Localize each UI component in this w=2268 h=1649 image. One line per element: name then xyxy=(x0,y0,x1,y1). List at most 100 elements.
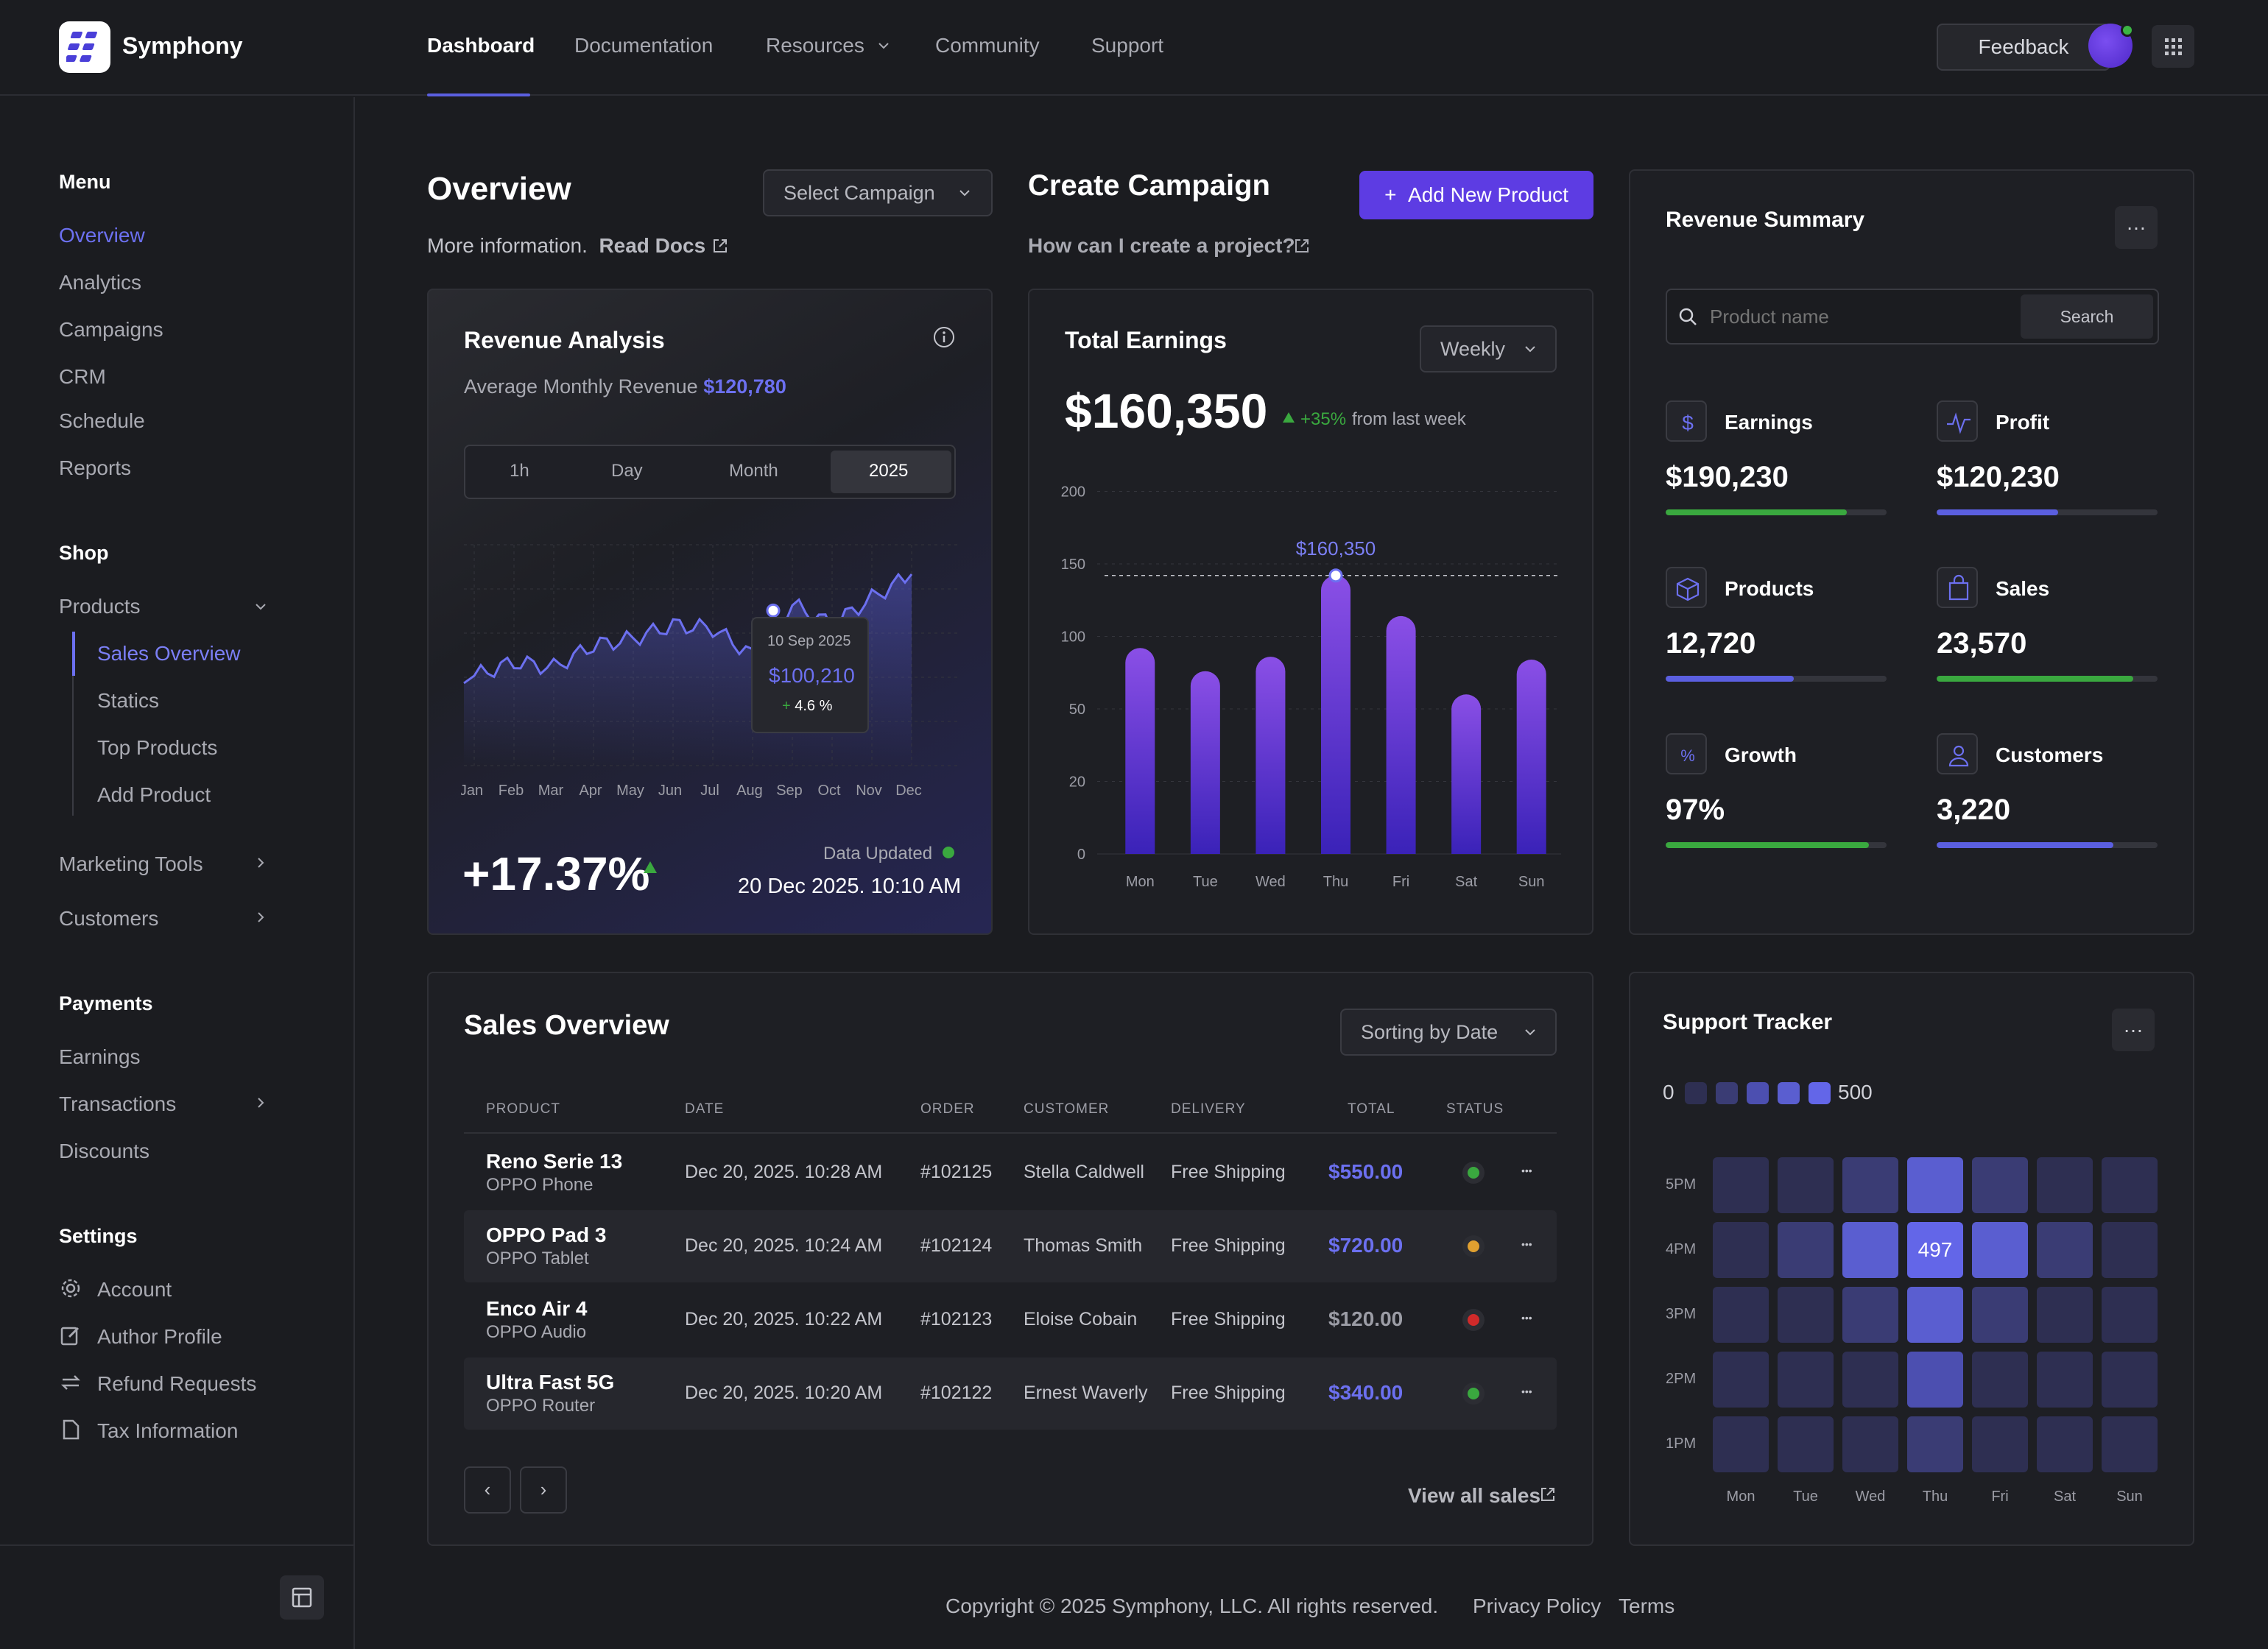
product-search-input[interactable] xyxy=(1710,302,2004,331)
heatmap-cell[interactable] xyxy=(2037,1287,2093,1343)
sidebar-item-refund-requests[interactable]: Refund Requests xyxy=(97,1372,257,1395)
order-id[interactable]: #102122 xyxy=(920,1383,993,1403)
external-link-icon[interactable] xyxy=(1293,237,1311,255)
heatmap-cell[interactable] xyxy=(2037,1416,2093,1472)
bar-fri[interactable] xyxy=(1386,615,1416,854)
sidebar-item-top-products[interactable]: Top Products xyxy=(97,736,218,759)
bar-tue[interactable] xyxy=(1190,671,1220,854)
sidebar-item-campaigns[interactable]: Campaigns xyxy=(59,318,163,341)
heatmap-cell[interactable] xyxy=(2102,1416,2158,1472)
external-link-icon[interactable] xyxy=(711,237,729,255)
heatmap-cell[interactable] xyxy=(1907,1157,1963,1213)
col-order[interactable]: ORDER xyxy=(920,1101,975,1117)
sidebar-item-transactions[interactable]: Transactions xyxy=(59,1092,177,1115)
order-id[interactable]: #102125 xyxy=(920,1162,993,1182)
col-customer[interactable]: CUSTOMER xyxy=(1024,1101,1110,1117)
info-icon[interactable] xyxy=(932,325,956,349)
bar-sat[interactable] xyxy=(1451,694,1482,854)
nav-support[interactable]: Support xyxy=(1091,34,1164,57)
heatmap-cell[interactable] xyxy=(2102,1222,2158,1278)
col-product[interactable]: PRODUCT xyxy=(486,1101,560,1117)
heatmap-cell[interactable] xyxy=(2037,1222,2093,1278)
feedback-button[interactable]: Feedback xyxy=(1937,24,2110,71)
row-actions-button[interactable]: ••• xyxy=(1521,1238,1532,1250)
heatmap-cell[interactable] xyxy=(1713,1287,1769,1343)
order-id[interactable]: #102124 xyxy=(920,1235,993,1256)
sidebar-item-statics[interactable]: Statics xyxy=(97,689,160,712)
heatmap-cell[interactable] xyxy=(1713,1416,1769,1472)
product-name[interactable]: Ultra Fast 5G xyxy=(486,1371,615,1394)
footer-terms-link[interactable]: Terms xyxy=(1619,1595,1675,1617)
product-name[interactable]: Reno Serie 13 xyxy=(486,1150,623,1173)
heatmap-cell[interactable] xyxy=(2037,1352,2093,1408)
col-status[interactable]: STATUS xyxy=(1446,1101,1504,1117)
sidebar-item-schedule[interactable]: Schedule xyxy=(59,409,145,432)
heatmap-cell[interactable] xyxy=(2102,1157,2158,1213)
sidebar-item-analytics[interactable]: Analytics xyxy=(59,271,142,294)
sidebar-item-author-profile[interactable]: Author Profile xyxy=(97,1325,222,1348)
view-all-sales-link[interactable]: View all sales xyxy=(1408,1484,1541,1507)
row-actions-button[interactable]: ••• xyxy=(1521,1165,1532,1176)
heatmap-cell[interactable] xyxy=(1778,1157,1834,1213)
read-docs-link[interactable]: Read Docs xyxy=(599,234,706,257)
sidebar-item-earnings[interactable]: Earnings xyxy=(59,1045,141,1068)
heatmap-cell[interactable] xyxy=(2102,1352,2158,1408)
marketing-chevron-right-icon[interactable] xyxy=(256,857,265,869)
bar-thu[interactable] xyxy=(1321,575,1350,854)
products-chevron-down-icon[interactable] xyxy=(255,602,267,611)
heatmap-cell[interactable] xyxy=(2102,1287,2158,1343)
heatmap-cell[interactable] xyxy=(1972,1157,2028,1213)
order-id[interactable]: #102123 xyxy=(920,1309,993,1330)
row-actions-button[interactable]: ••• xyxy=(1521,1312,1532,1324)
sidebar-item-marketing-tools[interactable]: Marketing Tools xyxy=(59,852,203,875)
peak-point[interactable] xyxy=(1328,568,1343,583)
heatmap-cell[interactable] xyxy=(1842,1352,1898,1408)
heatmap-cell[interactable] xyxy=(1972,1352,2028,1408)
sidebar-item-crm[interactable]: CRM xyxy=(59,365,106,388)
heatmap-cell[interactable] xyxy=(1713,1157,1769,1213)
sidebar-item-customers[interactable]: Customers xyxy=(59,907,159,930)
heatmap-cell[interactable] xyxy=(1778,1352,1834,1408)
heatmap-cell[interactable] xyxy=(1907,1352,1963,1408)
heatmap-cell[interactable] xyxy=(1842,1222,1898,1278)
brand-logo-icon[interactable] xyxy=(59,21,110,73)
nav-community[interactable]: Community xyxy=(935,34,1040,57)
bar-sun[interactable] xyxy=(1516,660,1546,854)
sidebar-item-account[interactable]: Account xyxy=(97,1278,172,1301)
tab-2025[interactable]: 2025 xyxy=(869,461,909,481)
campaign-select[interactable]: Select Campaign xyxy=(763,169,993,216)
nav-dashboard[interactable]: Dashboard xyxy=(427,34,535,57)
sidebar-item-products[interactable]: Products xyxy=(59,595,141,618)
heatmap-cell[interactable] xyxy=(1972,1222,2028,1278)
heatmap-cell[interactable] xyxy=(1713,1352,1769,1408)
tab-month[interactable]: Month xyxy=(729,461,778,481)
nav-resources[interactable]: Resources xyxy=(766,34,864,57)
sales-sort-select[interactable]: Sorting by Date xyxy=(1340,1009,1557,1056)
nav-documentation[interactable]: Documentation xyxy=(574,34,714,57)
tab-1h[interactable]: 1h xyxy=(510,461,529,481)
tab-day[interactable]: Day xyxy=(611,461,643,481)
heatmap-cell[interactable]: 497 xyxy=(1907,1222,1963,1278)
sidebar-item-overview[interactable]: Overview xyxy=(59,224,145,247)
col-date[interactable]: DATE xyxy=(685,1101,725,1117)
resources-chevron-down-icon[interactable] xyxy=(878,41,890,50)
earnings-period-select[interactable]: Weekly xyxy=(1420,325,1557,372)
heatmap-cell[interactable] xyxy=(1778,1416,1834,1472)
support-tracker-menu-button[interactable]: … xyxy=(2112,1009,2155,1051)
row-actions-button[interactable]: ••• xyxy=(1521,1385,1532,1397)
heatmap-cell[interactable] xyxy=(1842,1157,1898,1213)
sidebar-item-tax-information[interactable]: Tax Information xyxy=(97,1419,239,1442)
sidebar-item-add-product[interactable]: Add Product xyxy=(97,783,211,806)
heatmap-cell[interactable] xyxy=(1842,1416,1898,1472)
prev-page-button[interactable]: ‹ xyxy=(464,1466,511,1514)
search-button[interactable]: Search xyxy=(2021,294,2153,339)
bar-wed[interactable] xyxy=(1256,657,1286,854)
heatmap-cell[interactable] xyxy=(2037,1157,2093,1213)
footer-privacy-link[interactable]: Privacy Policy xyxy=(1473,1595,1602,1617)
heatmap-cell[interactable] xyxy=(1972,1416,2028,1472)
external-link-icon[interactable] xyxy=(1539,1486,1557,1503)
apps-grid-button[interactable] xyxy=(2152,25,2194,68)
col-delivery[interactable]: DELIVERY xyxy=(1171,1101,1246,1117)
heatmap-cell[interactable] xyxy=(1907,1416,1963,1472)
add-new-product-button[interactable]: + Add New Product xyxy=(1359,171,1593,219)
